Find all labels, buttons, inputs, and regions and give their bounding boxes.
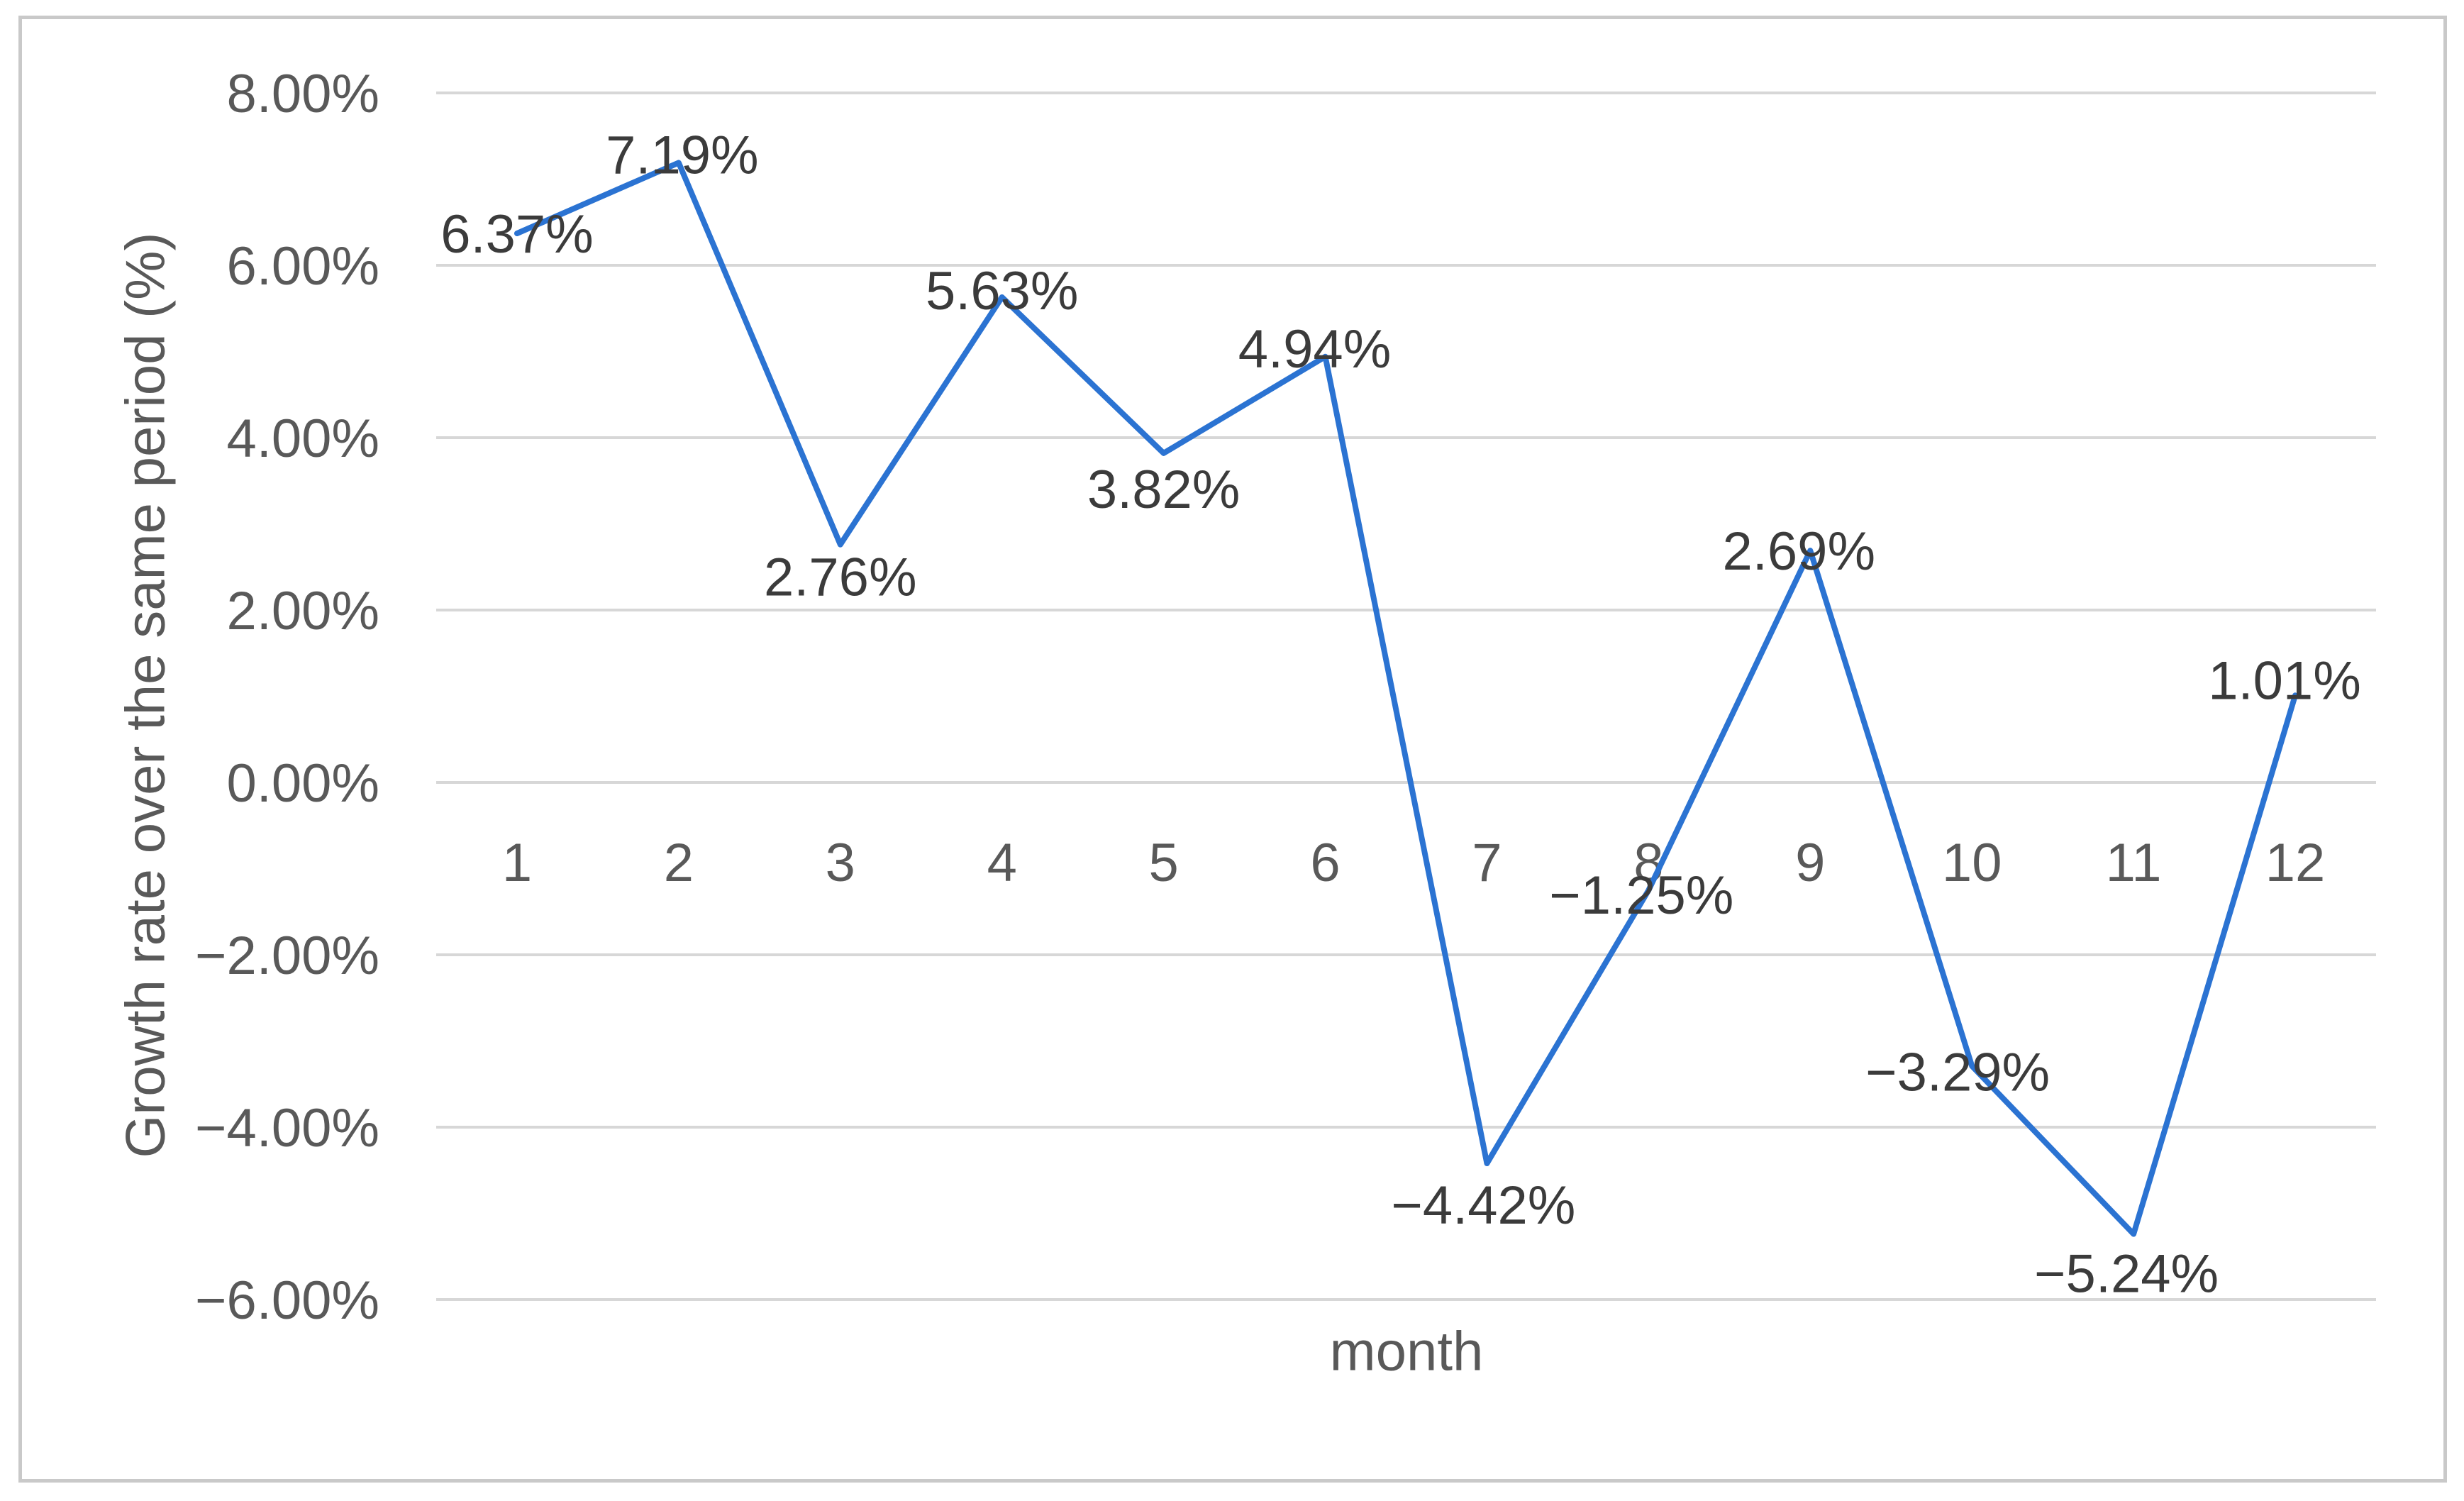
x-category-label: 5 bbox=[1148, 833, 1178, 893]
data-label: −3.29% bbox=[1865, 1043, 2050, 1103]
x-category-label: 9 bbox=[1795, 833, 1825, 893]
data-label: 6.37% bbox=[440, 204, 594, 265]
y-tick-label: 8.00% bbox=[227, 64, 380, 124]
data-label: −4.42% bbox=[1392, 1175, 1576, 1236]
x-axis-title: month bbox=[1329, 1319, 1484, 1383]
data-label: 1.01% bbox=[2208, 650, 2361, 711]
figure-frame bbox=[18, 16, 2447, 1483]
y-tick-label: −4.00% bbox=[195, 1098, 379, 1158]
y-tick-label: −2.00% bbox=[195, 926, 379, 986]
data-label: 2.76% bbox=[764, 548, 917, 608]
y-axis-title: Growth rate over the same period (%) bbox=[113, 232, 177, 1158]
x-category-label: 6 bbox=[1310, 833, 1340, 893]
data-label: 7.19% bbox=[606, 125, 759, 185]
x-category-label: 3 bbox=[826, 833, 855, 893]
data-label: −5.24% bbox=[2034, 1244, 2219, 1305]
data-label: −1.25% bbox=[1549, 865, 1733, 926]
x-category-label: 1 bbox=[502, 833, 532, 893]
x-category-label: 2 bbox=[664, 833, 694, 893]
series-line bbox=[514, 160, 2299, 1237]
data-label: 4.94% bbox=[1238, 319, 1392, 380]
data-label: 3.82% bbox=[1087, 460, 1241, 520]
y-tick-label: 4.00% bbox=[227, 409, 380, 469]
x-category-label: 4 bbox=[987, 833, 1017, 893]
data-label: 2.69% bbox=[1723, 521, 1876, 582]
x-category-label: 12 bbox=[2265, 833, 2326, 893]
y-tick-label: 6.00% bbox=[227, 236, 380, 297]
data-label: 5.63% bbox=[926, 261, 1079, 321]
y-tick-label: 2.00% bbox=[227, 581, 380, 641]
x-category-label: 11 bbox=[2106, 833, 2162, 893]
y-tick-label: 0.00% bbox=[227, 753, 380, 814]
x-category-label: 7 bbox=[1472, 833, 1502, 893]
x-category-label: 10 bbox=[1942, 833, 2002, 893]
y-tick-label: −6.00% bbox=[195, 1270, 379, 1331]
